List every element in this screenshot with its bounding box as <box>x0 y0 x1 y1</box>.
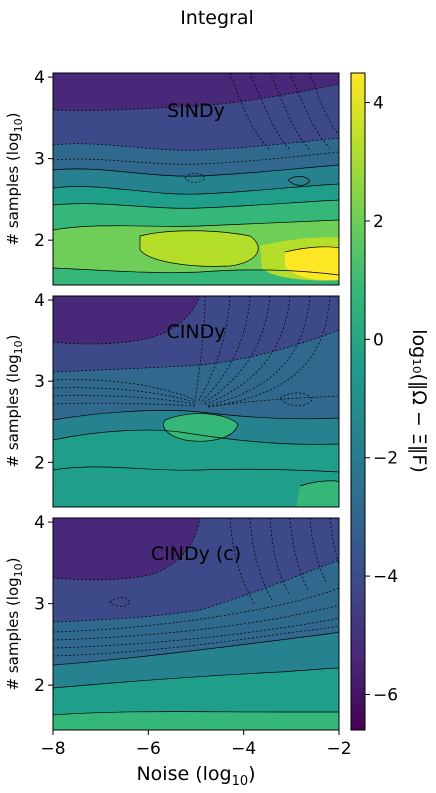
contour-band <box>53 430 339 507</box>
panel-label: CINDy <box>167 321 226 343</box>
panel-cindy-frame <box>52 295 340 508</box>
y-tick-label: 4 <box>34 513 45 533</box>
y-tick-label: 3 <box>34 372 45 392</box>
y-axis-label-bottom: # samples (log10) <box>4 557 25 690</box>
colorbar-tick-label: −2 <box>373 449 398 469</box>
contour-band <box>53 518 200 580</box>
x-tick-label: −4 <box>231 739 256 759</box>
x-tick-label: −2 <box>326 739 351 759</box>
y-tick-label: 2 <box>34 453 45 473</box>
y-tick-label: 2 <box>34 231 45 251</box>
panel-cindy-c: CINDy (c) <box>53 518 339 730</box>
contour-band <box>53 73 339 111</box>
panel-label: SINDy <box>167 100 225 122</box>
figure-title: Integral <box>180 7 254 29</box>
colorbar-tick-label: −4 <box>373 567 398 587</box>
contour-band <box>140 230 259 267</box>
y-tick-label: 4 <box>34 291 45 311</box>
x-tick-label: −6 <box>136 739 161 759</box>
colorbar-tick-label: 4 <box>373 94 384 114</box>
y-axis-ticks: 2 3 4 2 3 4 2 3 4 <box>34 68 53 696</box>
y-axis-label-top: # samples (log10) <box>4 112 25 245</box>
svg-text:# samples (log10): # samples (log10) <box>4 334 25 467</box>
panel-sindy-frame <box>52 72 340 286</box>
svg-text:# samples (log10): # samples (log10) <box>4 112 25 245</box>
contour-band <box>285 246 339 281</box>
x-axis-label: Noise (log10) <box>136 763 255 789</box>
colorbar-tick-label: 2 <box>373 212 384 232</box>
panel-sindy: SINDy <box>53 73 339 285</box>
contour-band <box>296 480 339 507</box>
panel-label: CINDy (c) <box>151 543 241 565</box>
contour-band <box>53 711 339 730</box>
y-tick-label: 3 <box>34 595 45 615</box>
x-axis-ticks: −8 −6 −4 −2 <box>40 730 352 759</box>
contour-lines <box>53 296 339 487</box>
x-tick-label: −8 <box>40 739 65 759</box>
colorbar <box>350 72 366 731</box>
contour-lines <box>53 73 339 276</box>
svg-text:# samples (log10): # samples (log10) <box>4 557 25 690</box>
colorbar-tick-label: 0 <box>373 330 384 350</box>
contour-band <box>163 413 238 442</box>
panel-cindy-c-frame <box>52 517 340 731</box>
colorbar-tick-label: −6 <box>373 685 398 705</box>
y-tick-label: 3 <box>34 150 45 170</box>
contour-lines <box>53 518 339 716</box>
contour-band <box>53 233 111 256</box>
contour-band <box>53 296 200 345</box>
y-tick-label: 4 <box>34 68 45 88</box>
y-tick-label: 2 <box>34 676 45 696</box>
panel-cindy: CINDy <box>53 296 339 507</box>
colorbar-ticks: 4 2 0 −2 −4 −6 <box>365 94 398 705</box>
colorbar-label: log₁₀(‖Ω − Ξ‖F) <box>408 329 430 472</box>
y-axis-label-middle: # samples (log10) <box>4 334 25 467</box>
